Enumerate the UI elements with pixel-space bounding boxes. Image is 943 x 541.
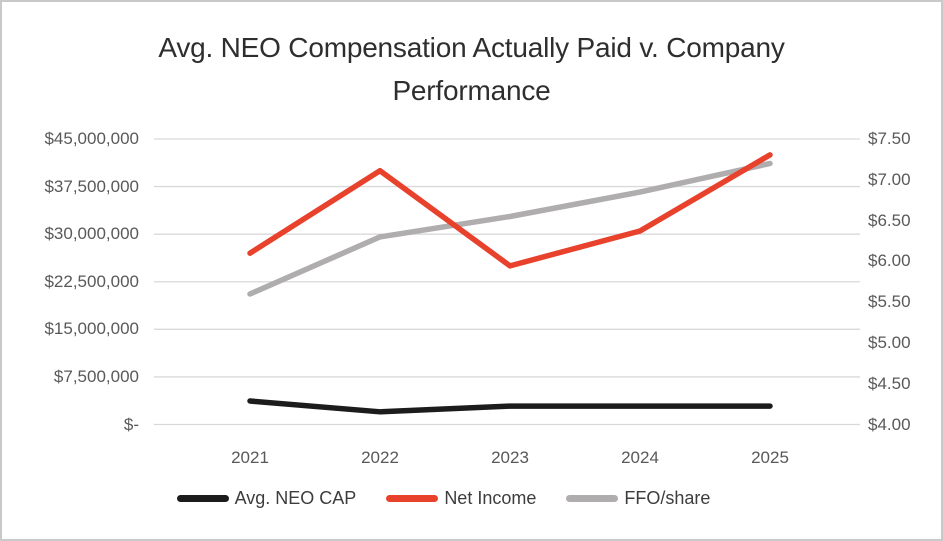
x-axis-tick-label: 2023	[491, 448, 529, 467]
legend-swatch-ffo-share	[566, 495, 619, 502]
right-axis-tick-label: $6.50	[868, 210, 911, 230]
left-axis-tick-label: $37,500,000	[44, 176, 139, 196]
series-line-ffo-share	[247, 160, 773, 297]
right-axis-tick-label: $7.50	[868, 129, 911, 148]
legend-item-avg-neo-cap: Avg. NEO CAP	[176, 488, 357, 509]
left-axis-tick-label: $22,500,000	[44, 271, 139, 291]
legend-label: FFO/share	[624, 488, 711, 508]
left-axis-tick-label: $-	[123, 414, 139, 434]
left-axis-tick-label: $45,000,000	[44, 129, 139, 148]
legend-label: Net Income	[444, 488, 537, 508]
series-line-net-income	[247, 152, 773, 269]
legend-label: Avg. NEO CAP	[234, 488, 357, 508]
legend: Avg. NEO CAP Net Income FFO/share	[0, 488, 913, 509]
right-axis-tick-label: $4.00	[868, 414, 911, 434]
right-axis-tick-label: $4.50	[868, 373, 911, 393]
x-axis-tick-label: 2022	[361, 448, 399, 467]
series-line-avg-neo-cap	[247, 398, 773, 415]
legend-item-ffo-share: FFO/share	[566, 488, 710, 509]
right-axis-tick-label: $5.50	[868, 292, 911, 312]
legend-item-net-income: Net Income	[386, 488, 536, 509]
left-axis-tick-label: $15,000,000	[44, 319, 139, 339]
right-axis-tick-label: $7.00	[868, 169, 911, 189]
legend-swatch-net-income	[386, 495, 439, 502]
x-axis-tick-label: 2025	[751, 448, 789, 467]
x-axis-tick-label: 2024	[621, 448, 659, 467]
left-axis-tick-label: $7,500,000	[53, 366, 139, 386]
right-axis-tick-label: $6.00	[868, 251, 911, 271]
legend-swatch-avg-neo-cap	[176, 495, 229, 502]
right-axis-tick-label: $5.00	[868, 332, 911, 352]
chart-title: Avg. NEO Compensation Actually Paid v. C…	[158, 32, 785, 106]
left-axis-tick-label: $30,000,000	[44, 224, 139, 244]
x-axis-tick-label: 2021	[231, 448, 269, 467]
